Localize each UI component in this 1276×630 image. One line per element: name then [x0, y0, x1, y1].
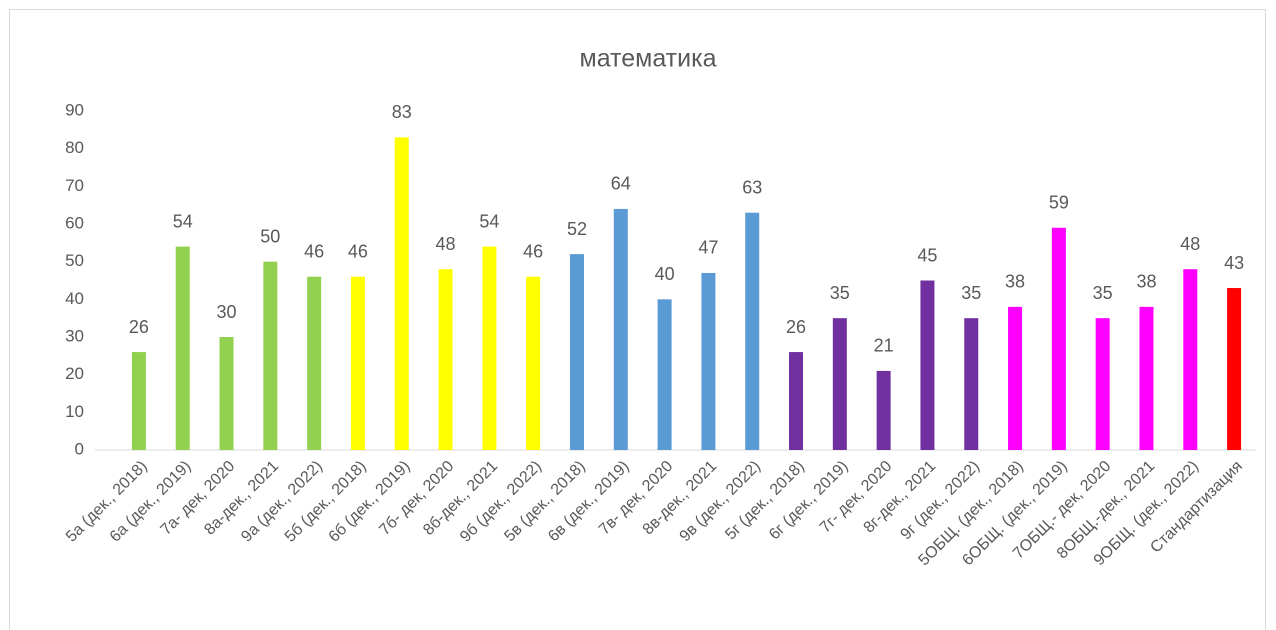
data-label: 83 — [392, 102, 412, 122]
data-label: 52 — [567, 219, 587, 239]
bar — [876, 370, 891, 450]
bar — [131, 352, 146, 450]
data-label: 48 — [1180, 234, 1200, 254]
data-label: 26 — [129, 317, 149, 337]
data-label: 26 — [786, 317, 806, 337]
data-label: 63 — [742, 177, 762, 197]
bar — [438, 269, 453, 450]
data-label: 35 — [961, 283, 981, 303]
y-tick-label: 60 — [65, 213, 84, 232]
bar — [569, 254, 584, 450]
data-label: 38 — [1005, 272, 1025, 292]
data-label: 54 — [173, 211, 193, 231]
bar — [964, 318, 979, 450]
y-tick-label: 70 — [65, 176, 84, 195]
y-tick-label: 0 — [75, 439, 84, 458]
data-label: 21 — [874, 336, 894, 356]
y-tick-label: 10 — [65, 402, 84, 421]
data-label: 64 — [611, 174, 631, 194]
bar — [832, 318, 847, 450]
bar — [1183, 269, 1198, 450]
data-label: 54 — [479, 211, 499, 231]
bar — [657, 299, 672, 450]
bar — [175, 246, 190, 450]
bar — [1008, 306, 1023, 450]
y-tick-label: 90 — [65, 100, 84, 119]
data-label: 40 — [655, 264, 675, 284]
data-label: 43 — [1224, 253, 1244, 273]
bar — [701, 272, 716, 450]
data-label: 35 — [830, 283, 850, 303]
bar — [920, 280, 935, 450]
data-label: 35 — [1093, 283, 1113, 303]
data-label: 46 — [348, 241, 368, 261]
y-tick-label: 30 — [65, 326, 84, 345]
bar — [1227, 288, 1242, 450]
bar — [307, 276, 322, 450]
bar — [1139, 306, 1154, 450]
data-label: 46 — [304, 241, 324, 261]
bar — [745, 212, 760, 450]
y-tick-label: 20 — [65, 364, 84, 383]
bar — [789, 352, 804, 450]
chart-title: математика — [580, 45, 717, 73]
data-label: 47 — [698, 238, 718, 258]
data-label: 48 — [436, 234, 456, 254]
data-label: 50 — [260, 226, 280, 246]
bar — [1051, 227, 1066, 450]
bar — [350, 276, 365, 450]
bar — [613, 208, 628, 450]
bar — [1095, 318, 1110, 450]
data-label: 38 — [1136, 272, 1156, 292]
data-label: 45 — [917, 245, 937, 265]
bar — [394, 137, 409, 450]
data-label: 59 — [1049, 193, 1069, 213]
y-tick-label: 80 — [65, 138, 84, 157]
bar — [482, 246, 497, 450]
bar — [263, 261, 278, 450]
y-tick-label: 40 — [65, 289, 84, 308]
data-label: 30 — [217, 302, 237, 322]
bar — [526, 276, 541, 450]
y-tick-label: 50 — [65, 251, 84, 270]
bar — [219, 337, 234, 450]
data-label: 46 — [523, 241, 543, 261]
